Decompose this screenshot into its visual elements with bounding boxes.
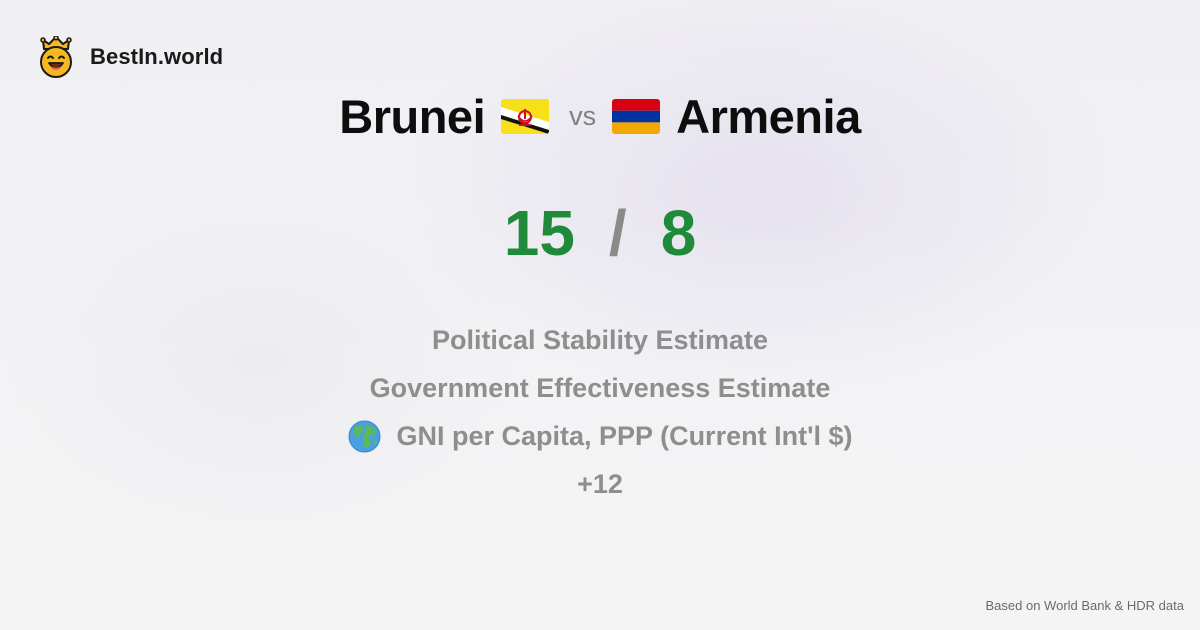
comparison-title: Brunei vs Armenia — [0, 86, 1200, 146]
score-separator: / — [608, 197, 627, 269]
smiling-crown-face-icon — [40, 36, 72, 78]
metric-label: GNI per Capita, PPP (Current Int'l $) — [396, 420, 853, 451]
score-country-a: 15 — [503, 197, 575, 269]
data-source-note: Based on World Bank & HDR data — [985, 598, 1184, 613]
metric-item[interactable]: Political Stability Estimate — [432, 316, 768, 364]
more-metrics-link[interactable]: +12 — [577, 468, 623, 499]
armenia-flag-icon — [612, 98, 661, 134]
globe-icon — [348, 420, 380, 452]
score: 15 / 8 — [0, 197, 1200, 269]
country-a-name[interactable]: Brunei — [339, 89, 486, 143]
metric-label: Government Effectiveness Estimate — [369, 372, 831, 403]
score-country-b: 8 — [660, 197, 697, 269]
metric-item[interactable]: GNI per Capita, PPP (Current Int'l $) — [348, 412, 853, 460]
country-b-name[interactable]: Armenia — [676, 89, 861, 143]
metric-label: Political Stability Estimate — [431, 324, 769, 355]
brand[interactable]: BestIn.world — [38, 36, 223, 78]
vs-label: vs — [569, 100, 597, 131]
metrics-list: Political Stability Estimate Government … — [0, 316, 1200, 508]
metric-item[interactable]: Government Effectiveness Estimate — [370, 364, 831, 412]
brand-name: BestIn.world — [90, 44, 224, 69]
brunei-flag-icon — [501, 98, 550, 134]
